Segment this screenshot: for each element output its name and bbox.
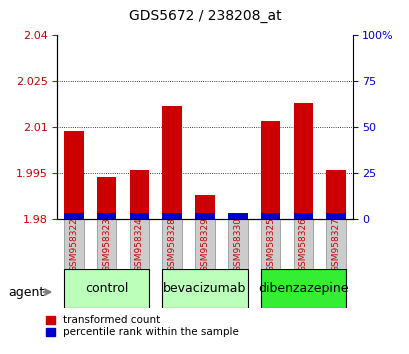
Bar bbox=[227, 219, 247, 262]
Bar bbox=[64, 219, 83, 269]
Bar bbox=[293, 103, 312, 219]
Bar bbox=[162, 269, 247, 308]
Text: GSM958326: GSM958326 bbox=[298, 217, 307, 272]
Bar bbox=[227, 213, 247, 219]
Text: agent: agent bbox=[8, 286, 44, 298]
Text: dibenzazepine: dibenzazepine bbox=[258, 282, 348, 295]
Bar bbox=[97, 177, 116, 219]
Bar bbox=[129, 213, 149, 219]
Bar bbox=[97, 213, 116, 219]
Bar bbox=[195, 213, 214, 219]
Bar bbox=[97, 219, 116, 269]
Text: bevacizumab: bevacizumab bbox=[163, 282, 246, 295]
Bar bbox=[293, 219, 312, 269]
Bar bbox=[162, 213, 182, 219]
Bar bbox=[64, 213, 83, 219]
Bar bbox=[326, 219, 345, 269]
Text: GSM958330: GSM958330 bbox=[233, 217, 242, 272]
Bar bbox=[260, 213, 280, 219]
Text: GSM958325: GSM958325 bbox=[265, 217, 274, 272]
Bar bbox=[129, 170, 149, 219]
Bar bbox=[326, 213, 345, 219]
Text: GSM958324: GSM958324 bbox=[135, 217, 144, 272]
Text: GSM958329: GSM958329 bbox=[200, 217, 209, 272]
Text: control: control bbox=[85, 282, 128, 295]
Bar bbox=[129, 219, 149, 269]
Text: GSM958328: GSM958328 bbox=[167, 217, 176, 272]
Bar bbox=[162, 219, 182, 269]
Text: GSM958323: GSM958323 bbox=[102, 217, 111, 272]
Bar bbox=[326, 170, 345, 219]
Bar bbox=[260, 219, 280, 269]
Bar bbox=[64, 269, 149, 308]
Bar bbox=[260, 121, 280, 219]
Bar bbox=[64, 131, 83, 219]
Bar bbox=[293, 213, 312, 219]
Text: GDS5672 / 238208_at: GDS5672 / 238208_at bbox=[128, 9, 281, 23]
Bar bbox=[195, 219, 214, 269]
Bar bbox=[227, 219, 247, 269]
Legend: transformed count, percentile rank within the sample: transformed count, percentile rank withi… bbox=[44, 313, 240, 339]
Bar bbox=[195, 195, 214, 219]
Bar bbox=[260, 269, 345, 308]
Text: GSM958322: GSM958322 bbox=[69, 217, 78, 272]
Text: GSM958327: GSM958327 bbox=[331, 217, 340, 272]
Bar bbox=[162, 106, 182, 219]
